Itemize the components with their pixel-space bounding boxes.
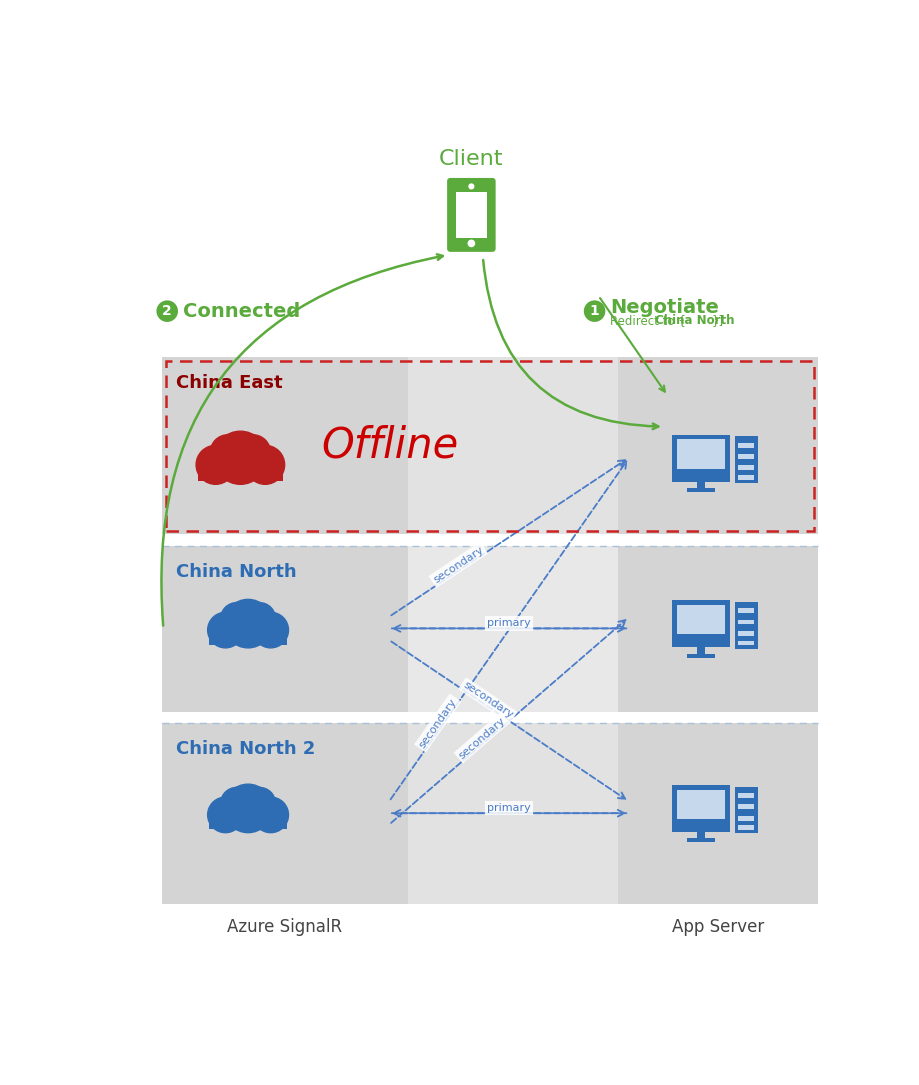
Bar (210, 807, 287, 829)
Text: Negotiate: Negotiate (610, 297, 719, 317)
Bar (697, 646, 705, 655)
Circle shape (224, 599, 272, 648)
Bar (738, 454, 754, 459)
Bar (687, 839, 715, 842)
Circle shape (224, 784, 272, 832)
Bar (738, 793, 754, 797)
Bar (738, 620, 754, 625)
Text: primary: primary (487, 618, 531, 628)
Bar (162, 723, 818, 904)
Text: China North: China North (654, 314, 734, 327)
Circle shape (253, 797, 289, 832)
Circle shape (244, 602, 276, 635)
Circle shape (221, 602, 253, 635)
Bar (738, 475, 754, 480)
Bar (738, 640, 754, 646)
Text: secondary: secondary (417, 697, 459, 750)
Bar (618, 723, 818, 904)
Bar (735, 602, 757, 649)
Text: primary: primary (487, 803, 531, 813)
Bar (210, 622, 287, 644)
Bar (162, 546, 818, 712)
Text: China East: China East (176, 374, 282, 393)
Circle shape (253, 612, 289, 648)
Bar (672, 473, 730, 482)
Bar (738, 630, 754, 636)
Circle shape (214, 431, 267, 484)
Bar (672, 784, 730, 832)
Circle shape (235, 435, 270, 470)
Text: China North: China North (176, 563, 296, 580)
Circle shape (469, 183, 474, 190)
Bar (162, 723, 408, 904)
Bar (687, 488, 715, 492)
Bar (738, 826, 754, 830)
Bar (738, 465, 754, 470)
Text: 2: 2 (163, 304, 172, 318)
Text: Connected: Connected (183, 302, 300, 321)
Bar (162, 357, 818, 535)
Circle shape (156, 301, 178, 322)
FancyBboxPatch shape (448, 178, 495, 252)
Bar (697, 830, 705, 840)
Circle shape (210, 435, 245, 470)
Text: Azure SignalR: Azure SignalR (228, 918, 343, 936)
Circle shape (196, 445, 235, 484)
Text: Offline: Offline (322, 425, 459, 467)
Bar (687, 653, 715, 658)
Text: Client: Client (439, 150, 504, 169)
Bar (676, 790, 725, 819)
Bar (162, 546, 408, 712)
Bar (738, 816, 754, 820)
Bar (738, 443, 754, 447)
Circle shape (221, 788, 253, 820)
Circle shape (468, 240, 475, 247)
Text: secondary: secondary (457, 715, 507, 761)
Circle shape (244, 788, 276, 820)
Text: China North 2: China North 2 (176, 740, 315, 758)
Bar (735, 436, 757, 483)
Text: }]: }] (711, 314, 724, 327)
Circle shape (584, 301, 606, 322)
Circle shape (208, 797, 244, 832)
Bar (676, 605, 725, 634)
Bar (456, 192, 487, 238)
Bar (672, 600, 730, 647)
Bar (672, 824, 730, 832)
Text: secondary: secondary (431, 545, 485, 585)
Bar (672, 435, 730, 482)
Text: App Server: App Server (672, 918, 764, 936)
Bar (738, 804, 754, 809)
Bar (735, 787, 757, 833)
Circle shape (208, 612, 244, 648)
Text: secondary: secondary (461, 680, 515, 720)
Bar (165, 361, 814, 531)
Bar (738, 609, 754, 613)
Bar (618, 546, 818, 712)
Circle shape (245, 445, 285, 484)
Text: 1: 1 (590, 304, 599, 318)
Bar (198, 456, 283, 481)
Bar (672, 639, 730, 647)
Bar (676, 439, 725, 469)
Bar (697, 480, 705, 489)
Bar (618, 357, 818, 535)
Bar (162, 357, 408, 535)
Text: Redirect to {: Redirect to { (610, 314, 686, 327)
